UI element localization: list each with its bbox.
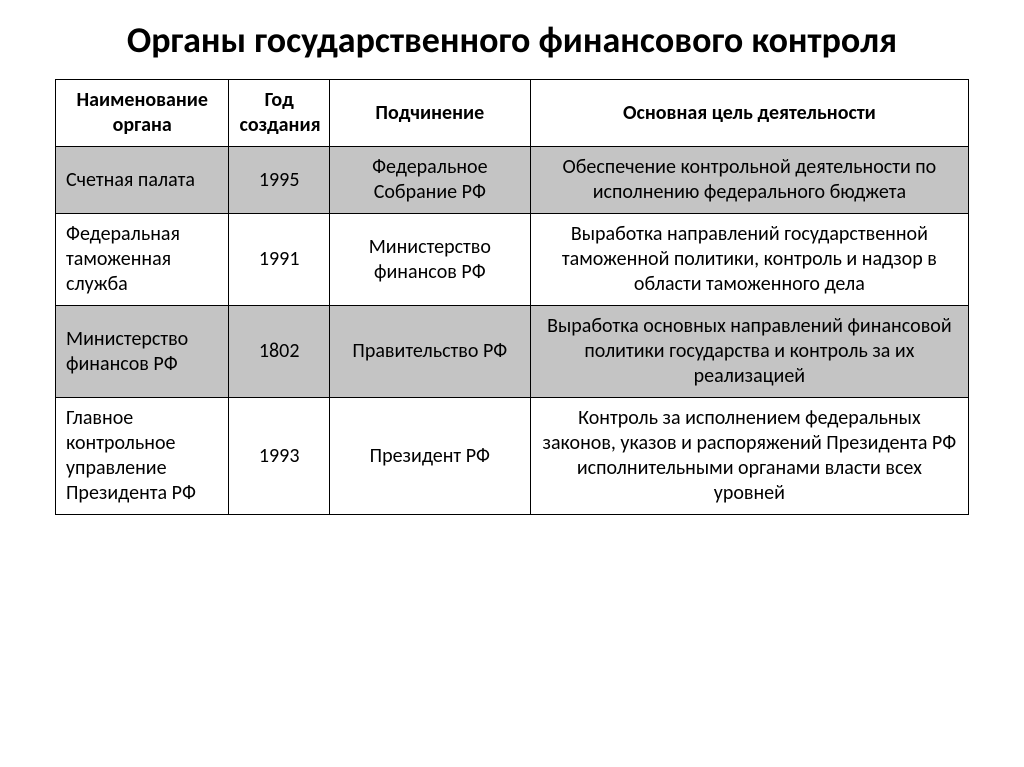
control-bodies-table: Наименование органа Год создания Подчине… xyxy=(55,79,969,515)
table-body: Счетная палата1995Федеральное Собрание Р… xyxy=(56,147,969,515)
table-header-row: Наименование органа Год создания Подчине… xyxy=(56,80,969,147)
header-year: Год создания xyxy=(229,80,329,147)
table-cell: Выработка направлений государственной та… xyxy=(530,214,968,306)
table-cell: Обеспечение контрольной деятельности по … xyxy=(530,147,968,214)
table-cell: Счетная палата xyxy=(56,147,229,214)
table-row: Федеральная таможенная служба1991Министе… xyxy=(56,214,969,306)
table-row: Главное контрольное управление Президент… xyxy=(56,398,969,515)
table-cell: 1993 xyxy=(229,398,329,515)
table-cell: Президент РФ xyxy=(329,398,530,515)
table-cell: Министерство финансов РФ xyxy=(329,214,530,306)
table-cell: 1802 xyxy=(229,306,329,398)
header-subord: Подчинение xyxy=(329,80,530,147)
header-purpose: Основная цель деятельности xyxy=(530,80,968,147)
table-cell: Министерство финансов РФ xyxy=(56,306,229,398)
page-title: Органы государственного финансового конт… xyxy=(55,20,969,61)
table-cell: Правительство РФ xyxy=(329,306,530,398)
table-cell: 1991 xyxy=(229,214,329,306)
header-name: Наименование органа xyxy=(56,80,229,147)
table-cell: Главное контрольное управление Президент… xyxy=(56,398,229,515)
table-cell: Федеральная таможенная служба xyxy=(56,214,229,306)
table-row: Министерство финансов РФ1802Правительств… xyxy=(56,306,969,398)
table-row: Счетная палата1995Федеральное Собрание Р… xyxy=(56,147,969,214)
table-cell: Федеральное Собрание РФ xyxy=(329,147,530,214)
table-cell: 1995 xyxy=(229,147,329,214)
table-cell: Контроль за исполнением федеральных зако… xyxy=(530,398,968,515)
table-cell: Выработка основных направлений финансово… xyxy=(530,306,968,398)
